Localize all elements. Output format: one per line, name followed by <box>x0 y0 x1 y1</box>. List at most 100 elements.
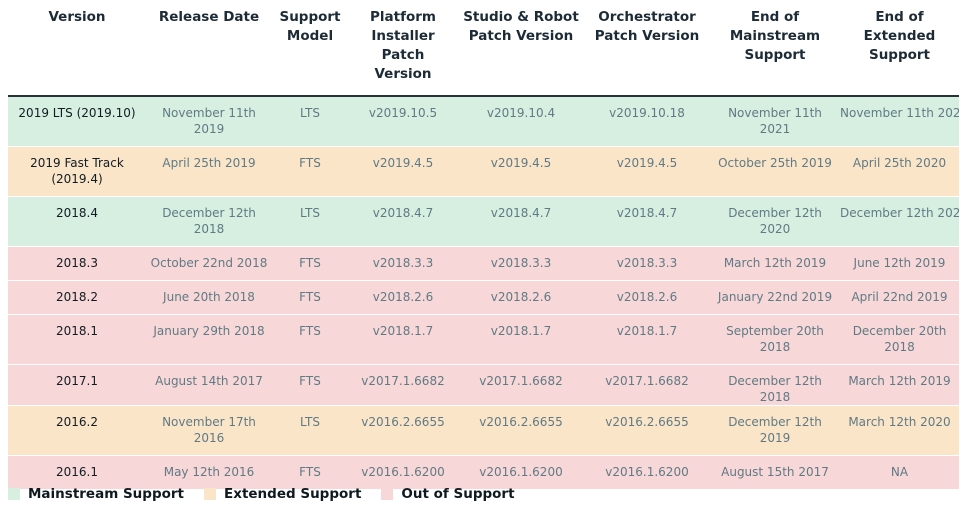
end-extended-cell: March 12th 2019 <box>840 364 959 406</box>
studio-robot-cell: v2019.4.5 <box>458 146 584 197</box>
support-model-cell: FTS <box>272 455 348 490</box>
end-extended-cell: NA <box>840 455 959 490</box>
extended-swatch <box>204 488 217 500</box>
release-date-cell: June 20th 2018 <box>146 280 272 315</box>
release-date-cell: October 22nd 2018 <box>146 246 272 281</box>
table-row: 2019 Fast Track (2019.4) April 25th 2019… <box>8 146 959 197</box>
version-cell: 2018.2 <box>8 280 146 315</box>
legend: Mainstream Support Extended Support Out … <box>8 484 535 504</box>
release-date-cell: December 12th 2018 <box>146 196 272 247</box>
end-mainstream-cell: December 12th 2018 <box>710 364 840 406</box>
version-cell: 2018.4 <box>8 196 146 247</box>
version-cell: 2018.3 <box>8 246 146 281</box>
orchestrator-cell: v2018.1.7 <box>584 314 710 365</box>
orchestrator-cell: v2019.4.5 <box>584 146 710 197</box>
release-date-cell: August 14th 2017 <box>146 364 272 406</box>
release-date-cell: November 17th 2016 <box>146 405 272 456</box>
legend-label-extended: Extended Support <box>224 486 362 502</box>
platform-installer-cell: v2018.3.3 <box>348 246 458 281</box>
table-header-row: Version Release Date Support Model Platf… <box>8 4 959 97</box>
orchestrator-cell: v2018.3.3 <box>584 246 710 281</box>
platform-installer-cell: v2016.2.6655 <box>348 405 458 456</box>
support-model-cell: FTS <box>272 364 348 406</box>
platform-installer-cell: v2019.10.5 <box>348 96 458 147</box>
release-date-cell: January 29th 2018 <box>146 314 272 365</box>
legend-label-out: Out of Support <box>401 486 515 502</box>
mainstream-swatch <box>8 488 20 500</box>
studio-robot-cell: v2019.10.4 <box>458 96 584 147</box>
version-cell: 2016.2 <box>8 405 146 456</box>
table-row: 2016.1 May 12th 2016 FTS v2016.1.6200 v2… <box>8 455 959 490</box>
column-header-support-model: Support Model <box>272 4 348 97</box>
studio-robot-cell: v2018.3.3 <box>458 246 584 281</box>
studio-robot-cell: v2018.2.6 <box>458 280 584 315</box>
support-model-cell: LTS <box>272 196 348 247</box>
orchestrator-cell: v2019.10.18 <box>584 96 710 147</box>
end-mainstream-cell: March 12th 2019 <box>710 246 840 281</box>
end-extended-cell: June 12th 2019 <box>840 246 959 281</box>
support-model-cell: FTS <box>272 146 348 197</box>
end-mainstream-cell: January 22nd 2019 <box>710 280 840 315</box>
orchestrator-cell: v2017.1.6682 <box>584 364 710 406</box>
end-mainstream-cell: August 15th 2017 <box>710 455 840 490</box>
legend-item-extended: Extended Support <box>204 486 361 502</box>
end-mainstream-cell: September 20th 2018 <box>710 314 840 365</box>
version-cell: 2018.1 <box>8 314 146 365</box>
end-extended-cell: March 12th 2020 <box>840 405 959 456</box>
column-header-end-mainstream: End of Mainstream Support <box>710 4 840 97</box>
out-swatch <box>381 488 394 500</box>
end-mainstream-cell: December 12th 2020 <box>710 196 840 247</box>
release-date-cell: April 25th 2019 <box>146 146 272 197</box>
end-mainstream-cell: December 12th 2019 <box>710 405 840 456</box>
column-header-orchestrator: Orchestrator Patch Version <box>584 4 710 97</box>
end-mainstream-cell: November 11th 2021 <box>710 96 840 147</box>
table-row: 2019 LTS (2019.10) November 11th 2019 LT… <box>8 96 959 147</box>
end-extended-cell: April 25th 2020 <box>840 146 959 197</box>
platform-installer-cell: v2018.1.7 <box>348 314 458 365</box>
end-extended-cell: April 22nd 2019 <box>840 280 959 315</box>
end-extended-cell: December 20th 2018 <box>840 314 959 365</box>
orchestrator-cell: v2016.2.6655 <box>584 405 710 456</box>
end-extended-cell: November 11th 2022 <box>840 96 959 147</box>
table-row: 2016.2 November 17th 2016 LTS v2016.2.66… <box>8 405 959 456</box>
platform-installer-cell: v2016.1.6200 <box>348 455 458 490</box>
column-header-platform-installer: Platform Installer Patch Version <box>348 4 458 97</box>
end-mainstream-cell: October 25th 2019 <box>710 146 840 197</box>
legend-item-out: Out of Support <box>381 486 515 502</box>
studio-robot-cell: v2018.1.7 <box>458 314 584 365</box>
platform-installer-cell: v2018.4.7 <box>348 196 458 247</box>
orchestrator-cell: v2018.2.6 <box>584 280 710 315</box>
column-header-version: Version <box>8 4 146 97</box>
end-extended-cell: December 12th 2021 <box>840 196 959 247</box>
studio-robot-cell: v2016.2.6655 <box>458 405 584 456</box>
column-header-studio-robot: Studio & Robot Patch Version <box>458 4 584 97</box>
version-cell: 2017.1 <box>8 364 146 406</box>
column-header-release-date: Release Date <box>146 4 272 97</box>
orchestrator-cell: v2016.1.6200 <box>584 455 710 490</box>
release-date-cell: November 11th 2019 <box>146 96 272 147</box>
table-row: 2017.1 August 14th 2017 FTS v2017.1.6682… <box>8 364 959 406</box>
version-cell: 2019 Fast Track (2019.4) <box>8 146 146 197</box>
table-row: 2018.1 January 29th 2018 FTS v2018.1.7 v… <box>8 314 959 365</box>
support-model-cell: FTS <box>272 246 348 281</box>
table-row: 2018.3 October 22nd 2018 FTS v2018.3.3 v… <box>8 246 959 281</box>
version-cell: 2019 LTS (2019.10) <box>8 96 146 147</box>
support-model-cell: FTS <box>272 314 348 365</box>
studio-robot-cell: v2018.4.7 <box>458 196 584 247</box>
orchestrator-cell: v2018.4.7 <box>584 196 710 247</box>
studio-robot-cell: v2016.1.6200 <box>458 455 584 490</box>
platform-installer-cell: v2018.2.6 <box>348 280 458 315</box>
table-row: 2018.2 June 20th 2018 FTS v2018.2.6 v201… <box>8 280 959 315</box>
column-header-end-extended: End of Extended Support <box>840 4 959 97</box>
platform-installer-cell: v2017.1.6682 <box>348 364 458 406</box>
support-model-cell: LTS <box>272 405 348 456</box>
table-row: 2018.4 December 12th 2018 LTS v2018.4.7 … <box>8 196 959 247</box>
support-lifecycle-table: Version Release Date Support Model Platf… <box>8 4 959 490</box>
support-model-cell: LTS <box>272 96 348 147</box>
studio-robot-cell: v2017.1.6682 <box>458 364 584 406</box>
legend-label-mainstream: Mainstream Support <box>28 486 185 502</box>
platform-installer-cell: v2019.4.5 <box>348 146 458 197</box>
legend-item-mainstream: Mainstream Support <box>8 486 184 502</box>
support-model-cell: FTS <box>272 280 348 315</box>
